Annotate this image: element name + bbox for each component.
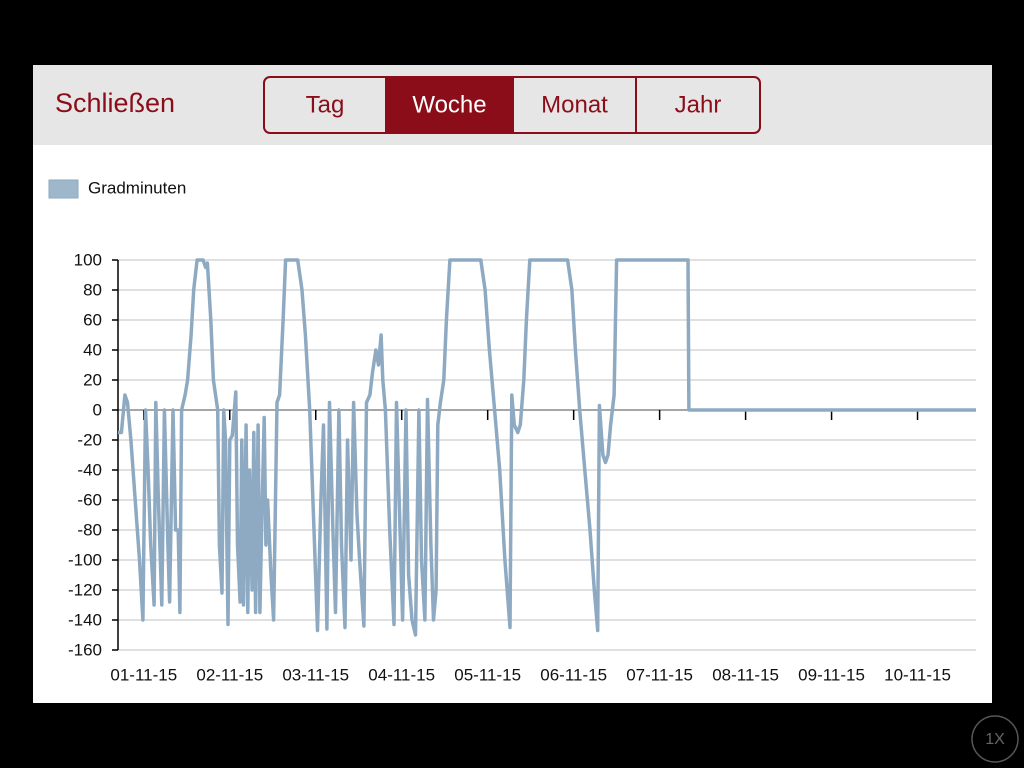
y-tick-label: 100: [74, 250, 102, 269]
x-tick-label: 02-11-15: [196, 665, 263, 684]
y-tick-label: -40: [77, 460, 102, 479]
y-tick-label: 20: [83, 370, 102, 389]
panel: [33, 65, 992, 703]
y-tick-label: -160: [68, 640, 102, 659]
tab[interactable]: Woche: [412, 91, 486, 118]
tab-selected[interactable]: [386, 77, 513, 133]
close-button[interactable]: Schließen: [55, 88, 175, 118]
tab[interactable]: Jahr: [675, 91, 722, 118]
x-tick-label: 04-11-15: [368, 665, 435, 684]
legend-swatch: [48, 179, 79, 199]
x-tick-label: 08-11-15: [712, 665, 779, 684]
y-tick-label: -120: [68, 580, 102, 599]
y-tick-label: 40: [83, 340, 102, 359]
zoom-button[interactable]: [971, 715, 1019, 763]
y-tick-label: -60: [77, 490, 102, 509]
data-line: [118, 258, 976, 637]
y-tick-label: 80: [83, 280, 102, 299]
y-tick-label: -80: [77, 520, 102, 539]
y-tick-label: 60: [83, 310, 102, 329]
legend-label: Gradminuten: [88, 178, 186, 197]
x-tick-label: 10-11-15: [884, 665, 951, 684]
x-tick-label: 09-11-15: [798, 665, 865, 684]
tab[interactable]: Monat: [541, 91, 608, 118]
y-tick-label: -20: [77, 430, 102, 449]
y-tick-label: -100: [68, 550, 102, 569]
segmented-control: Tag Woche Monat Jahr: [263, 76, 761, 134]
y-tick-label: -140: [68, 610, 102, 629]
x-tick-label: 05-11-15: [454, 665, 521, 684]
tab[interactable]: Tag: [306, 91, 345, 118]
y-tick-label: 0: [93, 400, 102, 419]
zoom-label[interactable]: 1X: [985, 731, 1005, 748]
x-tick-label: 07-11-15: [626, 665, 693, 684]
x-tick-label: 06-11-15: [540, 665, 607, 684]
x-tick-label: 01-11-15: [110, 665, 177, 684]
x-tick-label: 03-11-15: [282, 665, 349, 684]
chart: -160 -140 -120 -100 -80 -60 -40 -20 0 20 40 60 80 100…: [48, 178, 976, 684]
